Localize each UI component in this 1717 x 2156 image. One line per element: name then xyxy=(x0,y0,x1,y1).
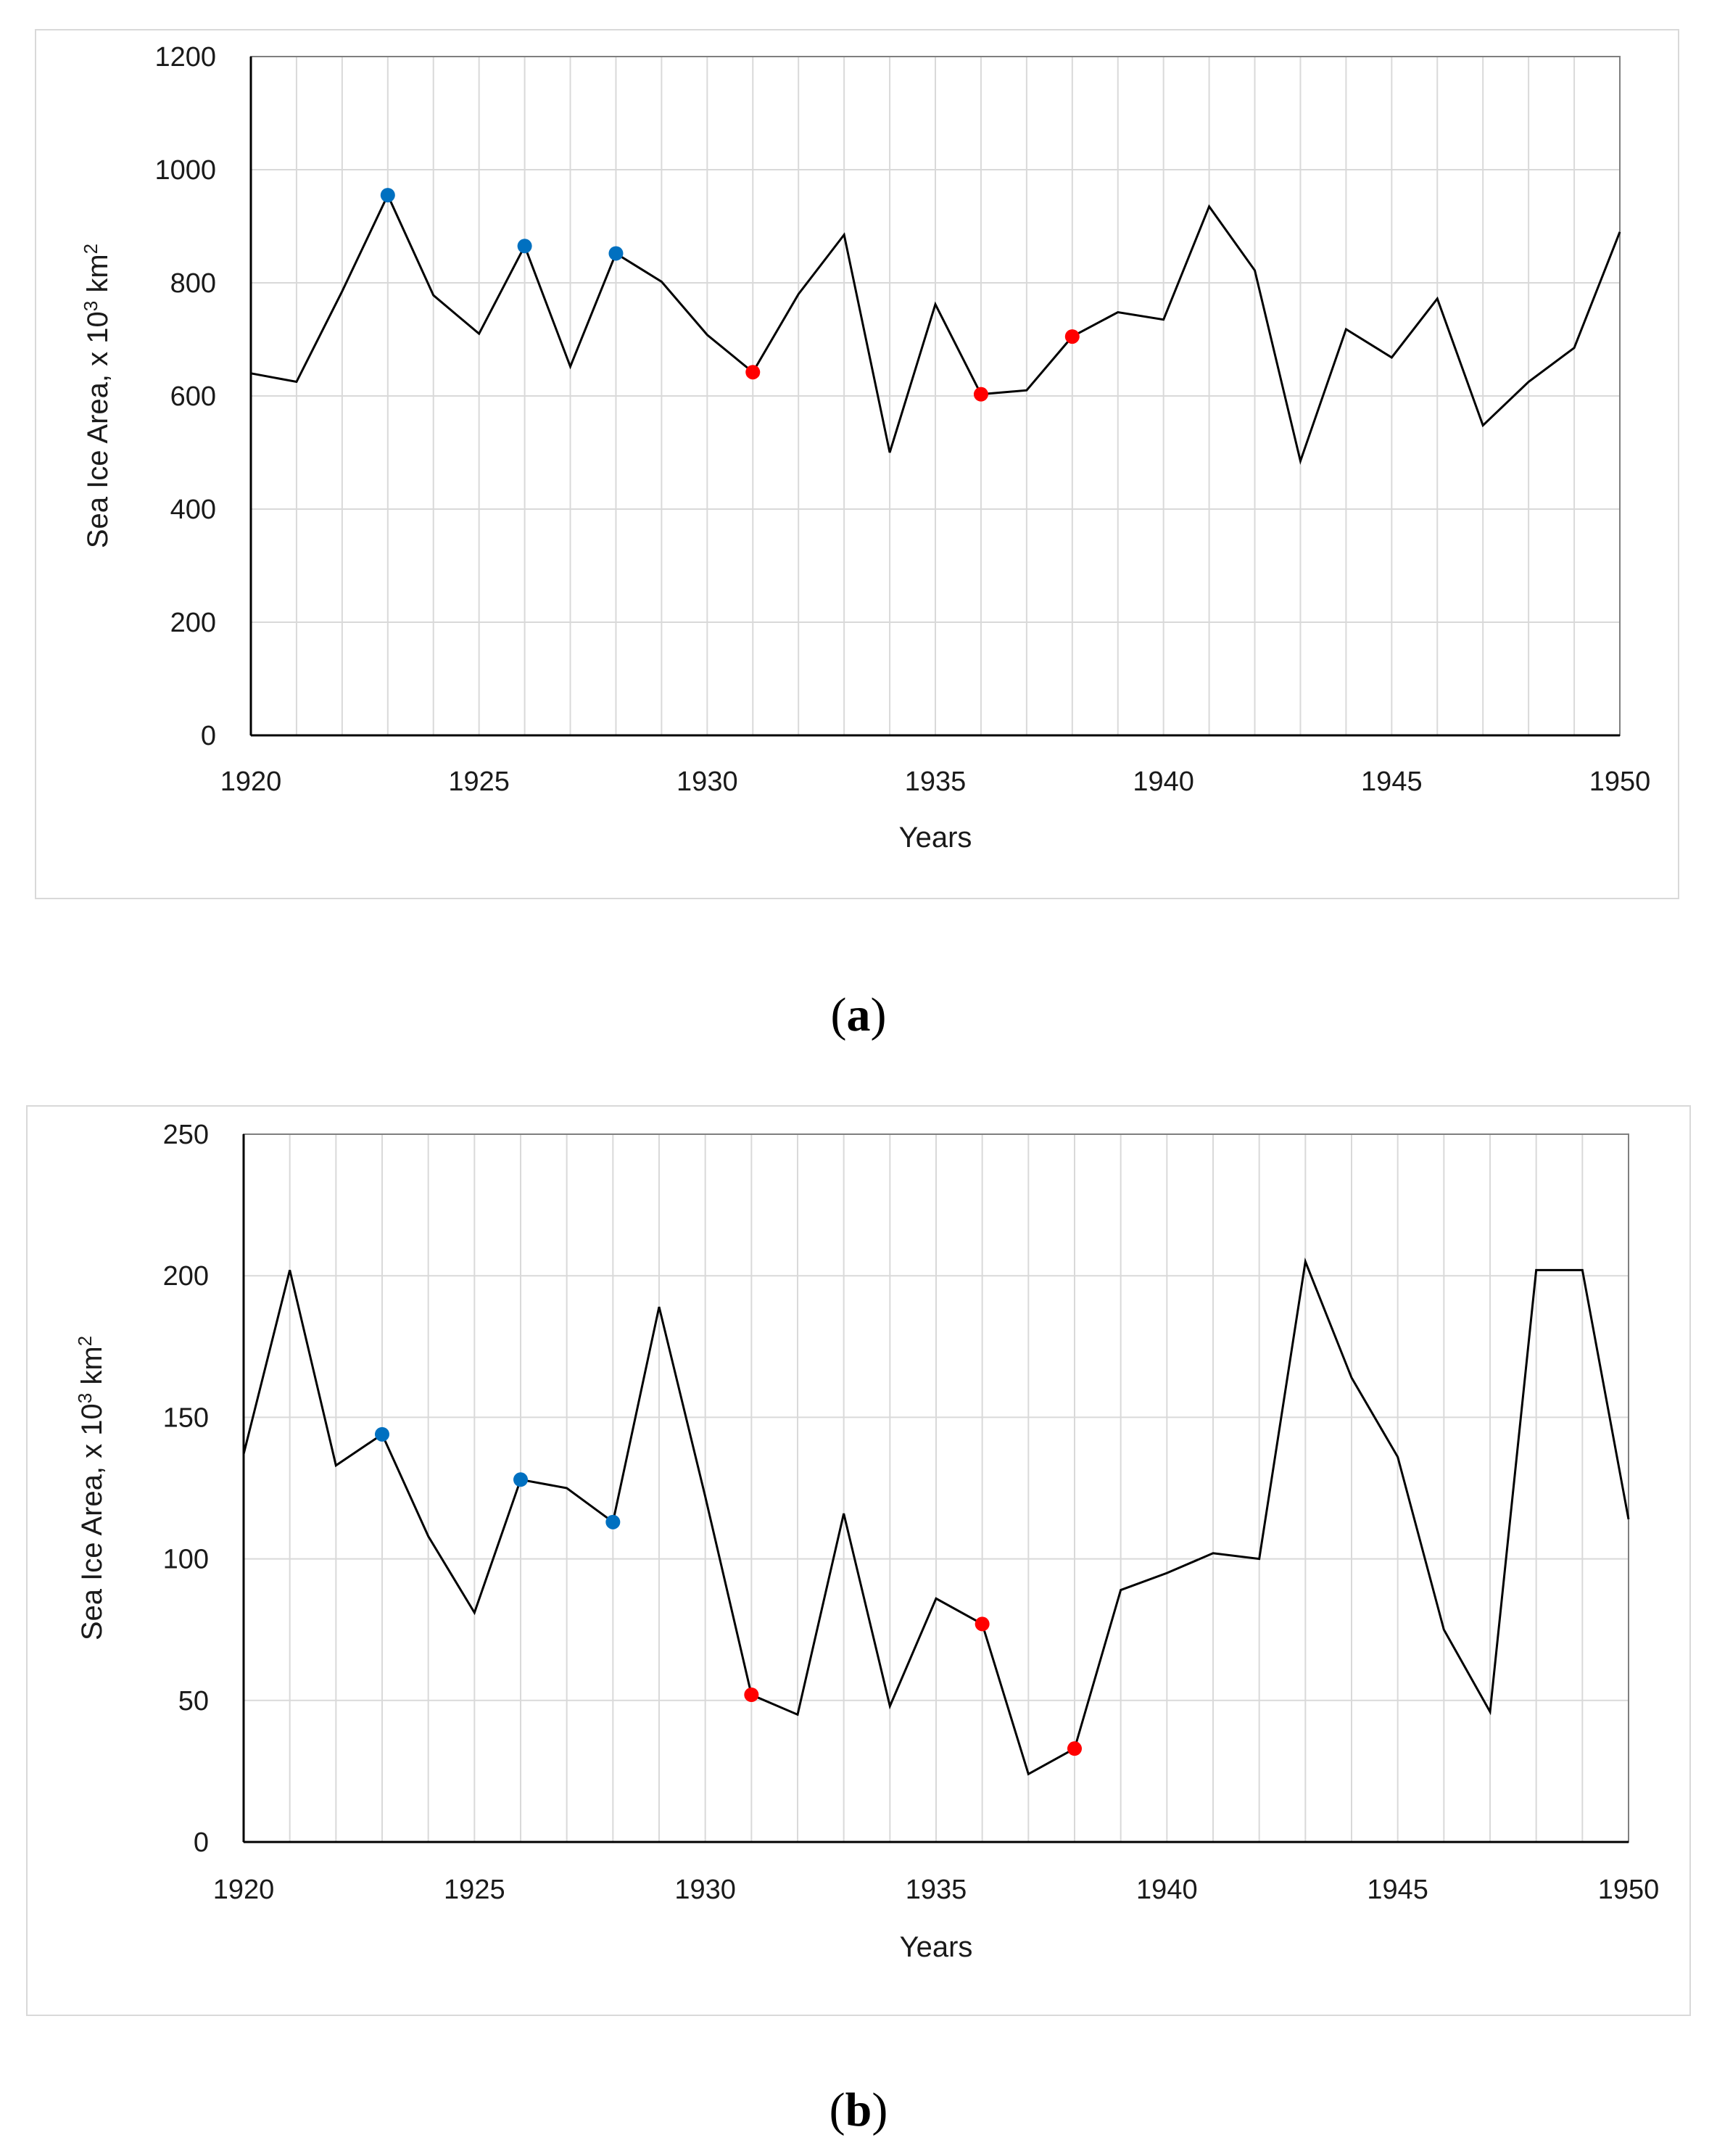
y-tick-label: 200 xyxy=(163,1261,209,1292)
series-line xyxy=(250,192,1621,466)
blue-data-point xyxy=(517,239,532,254)
x-axis-title: Years xyxy=(899,822,972,854)
blue-data-point xyxy=(513,1472,528,1487)
x-tick-label: 1920 xyxy=(213,1875,275,1905)
y-tick-label: 150 xyxy=(163,1403,209,1433)
y-axis-title-text: Sea Ice Area, x 10 xyxy=(76,1403,108,1640)
red-data-point xyxy=(973,387,988,402)
chart-a: 0 200 400 600 800 1000 1200 1920 1925 1930 1935 194… xyxy=(80,42,1650,854)
x-tick-label: 1925 xyxy=(448,767,510,797)
y-axis-title-superscript: 2 xyxy=(74,1336,96,1346)
panel-label-a: (a) xyxy=(830,988,887,1041)
y-axis-title: Sea Ice Area, x 103 km2 xyxy=(74,1336,108,1640)
y-tick-label: 200 xyxy=(170,608,216,638)
y-tick-label: 250 xyxy=(163,1120,209,1150)
y-axis-title-text: km xyxy=(82,254,114,300)
y-axis-title-superscript: 2 xyxy=(80,244,102,254)
x-tick-label: 1950 xyxy=(1589,767,1651,797)
blue-data-point xyxy=(608,246,624,261)
x-tick-label: 1945 xyxy=(1367,1875,1428,1905)
y-axis-title-superscript: 3 xyxy=(80,301,102,311)
x-tick-label: 1945 xyxy=(1361,767,1423,797)
chart-a-frame xyxy=(35,29,1679,899)
red-data-point xyxy=(745,365,761,380)
y-tick-label: 100 xyxy=(163,1545,209,1575)
x-tick-label: 1935 xyxy=(906,1875,967,1905)
y-tick-label: 1200 xyxy=(154,42,216,73)
y-axis-title-text: Sea Ice Area, x 10 xyxy=(82,311,114,548)
panel-letter-b: b xyxy=(845,2083,872,2136)
series-line xyxy=(242,1257,1630,1776)
y-tick-label: 400 xyxy=(170,495,216,525)
x-axis-title: Years xyxy=(900,1931,973,1963)
x-tick-label: 1935 xyxy=(905,767,967,797)
panel-label-b: (b) xyxy=(829,2083,888,2136)
panel-letter-a: a xyxy=(846,988,871,1041)
y-tick-label: 0 xyxy=(201,721,216,751)
blue-data-point xyxy=(380,188,395,203)
chart-b: 0 50 100 150 200 250 1920 1925 1930 1935 1940 1945 1… xyxy=(74,1120,1659,1963)
x-tick-label: 1940 xyxy=(1133,767,1194,797)
y-axis-title-superscript: 3 xyxy=(74,1393,96,1403)
y-tick-label: 50 xyxy=(178,1686,209,1717)
x-tick-label: 1920 xyxy=(220,767,282,797)
blue-data-point xyxy=(605,1514,621,1529)
y-tick-label: 600 xyxy=(170,381,216,412)
y-axis-title: Sea Ice Area, x 103 km2 xyxy=(80,244,114,548)
red-data-point xyxy=(1064,329,1080,344)
y-tick-label: 1000 xyxy=(154,155,216,186)
red-data-point xyxy=(744,1687,759,1702)
x-tick-label: 1950 xyxy=(1598,1875,1660,1905)
x-tick-label: 1930 xyxy=(677,767,738,797)
y-tick-label: 0 xyxy=(194,1827,209,1858)
chart-b-frame xyxy=(26,1105,1691,2016)
x-tick-label: 1925 xyxy=(444,1875,505,1905)
y-axis-title-text: km xyxy=(76,1346,108,1392)
blue-data-point xyxy=(375,1426,389,1442)
x-tick-label: 1940 xyxy=(1136,1875,1198,1905)
x-tick-label: 1930 xyxy=(674,1875,736,1905)
red-data-point xyxy=(975,1616,990,1632)
y-tick-label: 800 xyxy=(170,268,216,299)
red-data-point xyxy=(1067,1741,1082,1756)
